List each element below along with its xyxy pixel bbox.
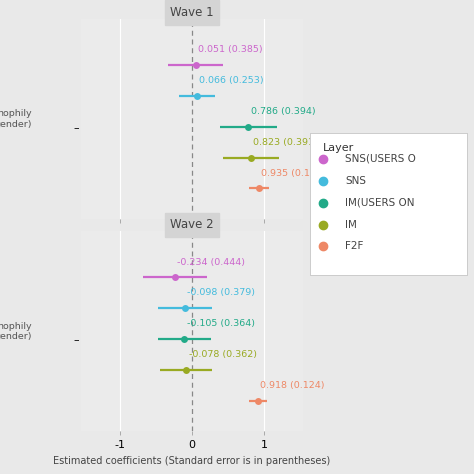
Text: 0.051 (0.385): 0.051 (0.385): [198, 46, 263, 55]
Title: Wave 1: Wave 1: [170, 6, 214, 19]
Text: 0.066 (0.253): 0.066 (0.253): [199, 76, 264, 85]
Text: -0.105 (0.364): -0.105 (0.364): [187, 319, 255, 328]
Text: -0.078 (0.362): -0.078 (0.362): [189, 350, 256, 359]
Text: 0.935 (0.138): 0.935 (0.138): [261, 169, 326, 178]
Text: F2F: F2F: [345, 241, 363, 252]
Text: nophily
gender): nophily gender): [0, 109, 32, 129]
Text: -0.098 (0.379): -0.098 (0.379): [187, 288, 255, 297]
Text: 0.918 (0.124): 0.918 (0.124): [260, 381, 325, 390]
Text: 0.823 (0.391): 0.823 (0.391): [253, 138, 318, 147]
Text: SNS(USERS O: SNS(USERS O: [345, 154, 416, 164]
X-axis label: Estimated coefficients (Standard error is in parentheses): Estimated coefficients (Standard error i…: [54, 456, 330, 466]
Text: -0.234 (0.444): -0.234 (0.444): [177, 257, 246, 266]
Text: Layer: Layer: [323, 143, 354, 153]
Title: Wave 2: Wave 2: [170, 218, 214, 231]
Text: SNS: SNS: [345, 176, 366, 186]
Text: 0.786 (0.394): 0.786 (0.394): [251, 107, 315, 116]
Text: IM: IM: [345, 219, 357, 229]
Text: nophily
gender): nophily gender): [0, 321, 32, 341]
Text: IM(USERS ON: IM(USERS ON: [345, 198, 414, 208]
